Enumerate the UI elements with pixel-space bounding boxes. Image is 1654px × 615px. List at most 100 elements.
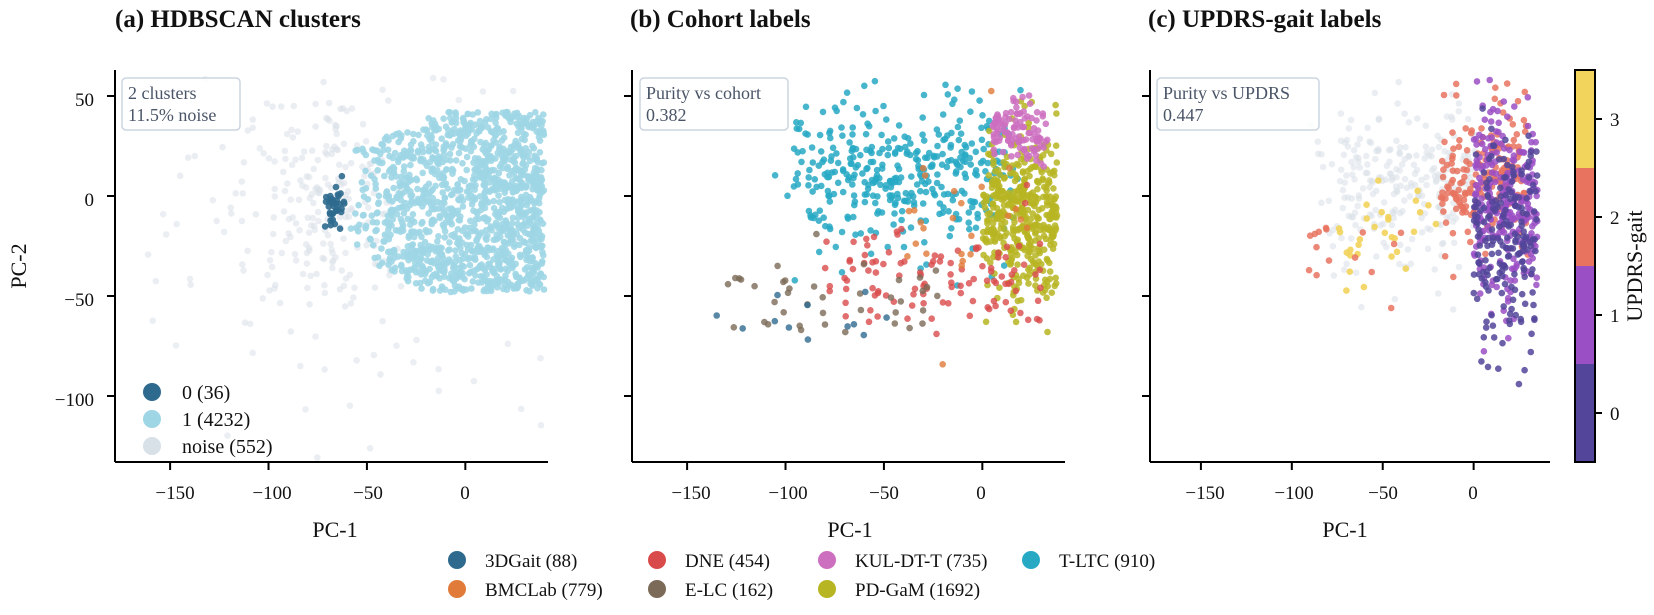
- tltc-point: [951, 96, 958, 103]
- tltc-point: [771, 172, 779, 179]
- bmclab-point: [905, 207, 913, 215]
- noise-point: [290, 102, 298, 110]
- noise-point: [249, 124, 256, 132]
- cluster-1-point: [495, 263, 502, 271]
- cluster-1-point: [373, 226, 380, 234]
- panel-b-info-box: Purity vs cohort 0.382: [639, 77, 789, 131]
- noise-point: [307, 272, 314, 280]
- cluster-1-point: [404, 215, 412, 223]
- unlabeled-point: [1345, 212, 1353, 220]
- tltc-point: [892, 199, 899, 207]
- updrs-2-point: [1313, 243, 1320, 251]
- noise-point: [287, 196, 295, 203]
- tltc-point: [840, 98, 847, 106]
- dne-point: [998, 273, 1006, 280]
- tltc-point: [922, 188, 930, 196]
- noise-point: [344, 188, 352, 195]
- updrs-0-point: [1506, 317, 1513, 324]
- dne-point: [1007, 307, 1015, 315]
- tltc-point: [976, 97, 983, 104]
- dne-point: [1002, 253, 1009, 261]
- noise-point: [276, 299, 284, 307]
- kul-point: [1023, 155, 1031, 162]
- dne-point: [957, 289, 965, 297]
- dne-point: [966, 312, 974, 320]
- cluster-1-point: [434, 238, 441, 245]
- pdgam-point: [1046, 179, 1053, 186]
- noise-point: [320, 240, 327, 247]
- cluster-1-point: [432, 141, 440, 148]
- updrs-0-point: [1489, 322, 1497, 330]
- noise-point: [346, 271, 354, 279]
- cluster-1-point: [526, 288, 533, 295]
- pdgam-point: [990, 157, 997, 165]
- elc-point: [796, 322, 803, 330]
- updrs-3-point: [1416, 209, 1424, 216]
- cluster-1-point: [538, 235, 545, 243]
- cluster-1-point: [446, 239, 453, 246]
- noise-point: [366, 160, 373, 168]
- cohort-legend-marker-bmclab: [448, 580, 466, 598]
- unlabeled-point: [1352, 221, 1359, 229]
- cluster-1-point: [440, 209, 448, 216]
- tltc-point: [912, 155, 920, 163]
- tltc-point: [954, 85, 961, 92]
- cluster-1-point: [354, 146, 361, 154]
- cluster-1-point: [435, 153, 442, 160]
- panel-b-title: (b) Cohort labels: [630, 6, 811, 33]
- updrs-2-point: [1459, 178, 1466, 186]
- dne-point: [1036, 240, 1044, 248]
- noise-point: [308, 147, 316, 154]
- noise-point: [350, 294, 357, 301]
- 3dgait-point: [862, 288, 869, 296]
- dne-point: [842, 313, 849, 320]
- tltc-point: [948, 225, 955, 232]
- updrs-1-point: [1494, 107, 1501, 115]
- tltc-point: [934, 142, 941, 150]
- updrs-1-point: [1504, 113, 1511, 120]
- cluster-1-point: [419, 148, 427, 156]
- cluster-1-point: [415, 131, 422, 139]
- pdgam-point: [1045, 223, 1053, 231]
- tltc-point: [802, 103, 810, 111]
- updrs-1-point: [1524, 122, 1532, 130]
- updrs-2-point: [1459, 209, 1466, 216]
- bmclab-point: [978, 183, 985, 191]
- pdgam-point: [1050, 230, 1057, 238]
- unlabeled-point: [1395, 78, 1402, 86]
- tltc-point: [894, 162, 901, 169]
- cluster-1-point: [459, 203, 467, 210]
- kul-point: [1033, 109, 1041, 116]
- updrs-1-point: [1488, 169, 1496, 176]
- dne-point: [865, 267, 872, 274]
- kul-point: [1008, 153, 1015, 160]
- tltc-point: [815, 248, 823, 256]
- cluster-1-point: [522, 239, 529, 246]
- elc-point: [934, 292, 941, 300]
- tltc-point: [980, 145, 987, 153]
- updrs-2-point: [1450, 273, 1457, 281]
- unlabeled-point: [1393, 137, 1400, 145]
- unlabeled-point: [1424, 245, 1432, 253]
- updrs-3-point: [1371, 223, 1378, 231]
- updrs-1-point: [1472, 191, 1480, 199]
- elc-point: [771, 298, 778, 306]
- colorbar-segment-1: [1575, 266, 1595, 364]
- kul-point: [993, 130, 1001, 137]
- tltc-point: [931, 191, 939, 199]
- unlabeled-point: [1337, 110, 1345, 117]
- tltc-point: [805, 174, 812, 181]
- dne-point: [920, 300, 927, 307]
- updrs-3-point: [1385, 216, 1392, 223]
- elc-point: [892, 309, 899, 316]
- pdgam-point: [1052, 101, 1059, 109]
- dne-point: [1015, 242, 1023, 250]
- noise-point: [517, 405, 525, 413]
- cluster-1-point: [436, 249, 444, 256]
- updrs-0-point: [1509, 296, 1517, 304]
- tltc-point: [871, 77, 879, 85]
- pdgam-point: [1032, 237, 1039, 244]
- tltc-point: [791, 277, 799, 284]
- pdgam-point: [1004, 202, 1012, 209]
- updrs-3-point: [1356, 236, 1364, 243]
